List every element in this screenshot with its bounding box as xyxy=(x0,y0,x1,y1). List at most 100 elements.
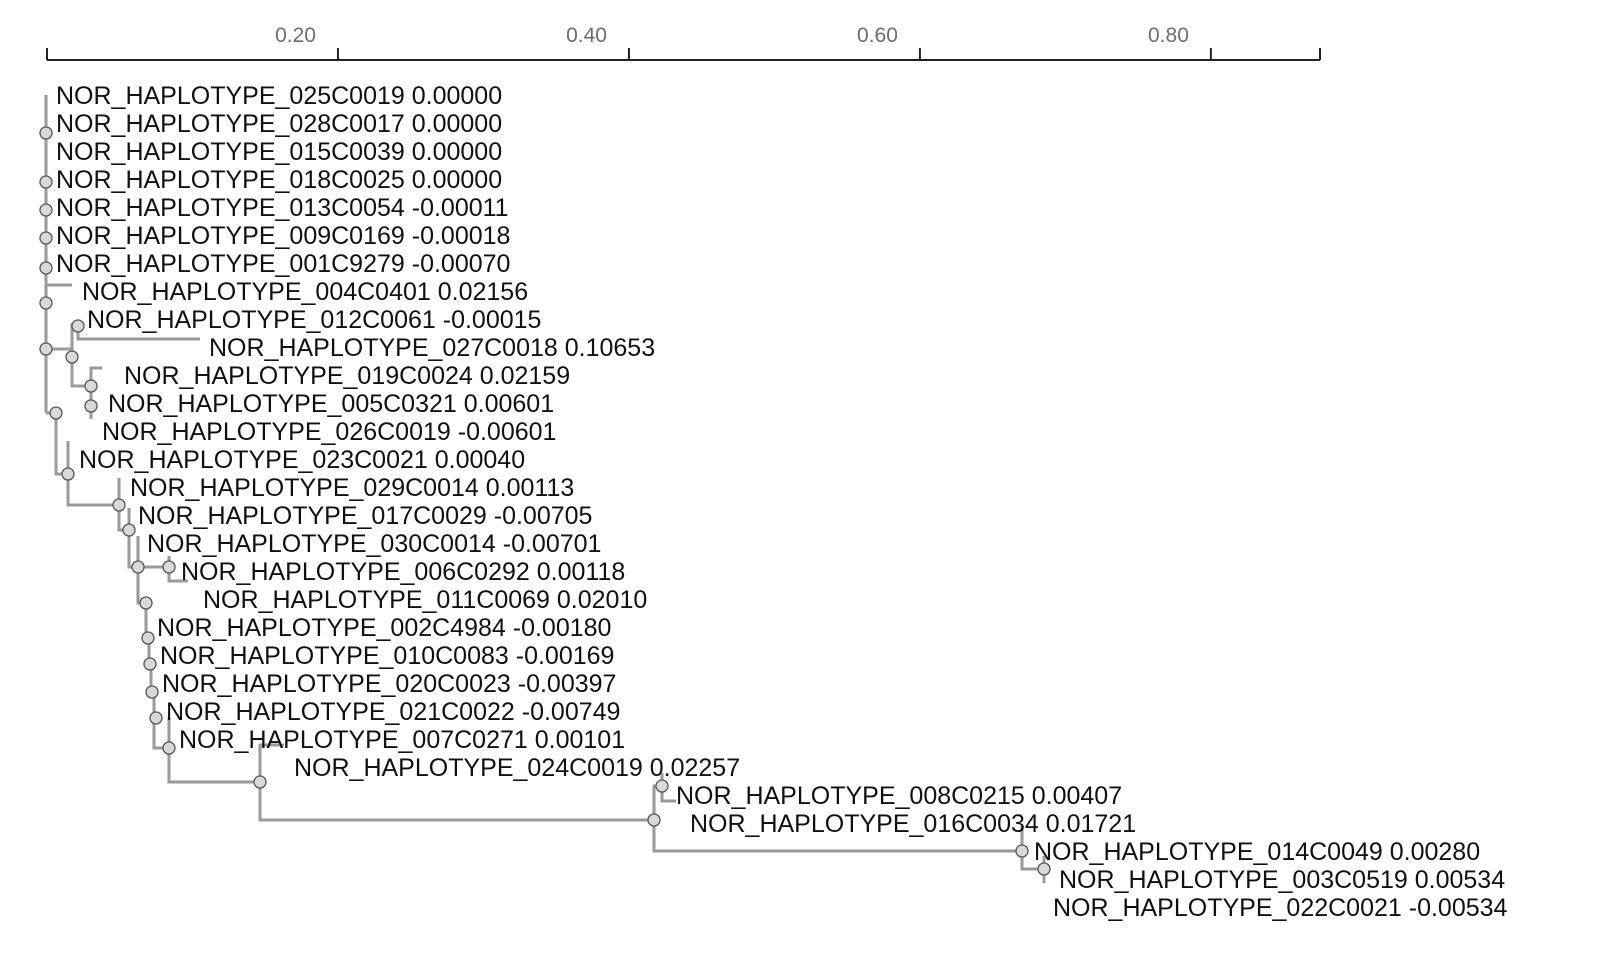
internal-node xyxy=(1015,844,1029,858)
leaf-label: NOR_HAPLOTYPE_003C0519 0.00534 xyxy=(1059,866,1505,894)
internal-nodes xyxy=(39,126,1051,876)
internal-node xyxy=(39,231,53,245)
leaf-name: NOR_HAPLOTYPE_030C0014 xyxy=(147,530,496,558)
leaf-name: NOR_HAPLOTYPE_002C4984 xyxy=(157,614,506,642)
internal-node xyxy=(39,342,53,356)
leaf-name: NOR_HAPLOTYPE_029C0014 xyxy=(130,474,479,502)
leaf-label: NOR_HAPLOTYPE_008C0215 0.00407 xyxy=(676,782,1122,810)
tree-branch xyxy=(66,474,119,507)
leaf-label: NOR_HAPLOTYPE_030C0014 -0.00701 xyxy=(147,530,601,558)
leaf-distance: -0.00011 xyxy=(412,194,509,222)
internal-node xyxy=(84,379,98,393)
leaf-name: NOR_HAPLOTYPE_006C0292 xyxy=(181,558,530,586)
leaf-name: NOR_HAPLOTYPE_012C0061 xyxy=(87,306,436,334)
leaf-distance: 0.01721 xyxy=(1046,810,1136,838)
leaf-label: NOR_HAPLOTYPE_015C0039 0.00000 xyxy=(56,138,502,166)
leaf-label: NOR_HAPLOTYPE_016C0034 0.01721 xyxy=(690,810,1136,838)
leaf-distance: -0.00705 xyxy=(494,502,593,530)
leaf-label: NOR_HAPLOTYPE_025C0019 0.00000 xyxy=(56,82,502,110)
internal-node xyxy=(253,775,267,789)
leaf-name: NOR_HAPLOTYPE_011C0069 xyxy=(203,586,550,614)
internal-node xyxy=(149,711,163,725)
leaf-distance: 0.00000 xyxy=(412,138,502,166)
leaf-name: NOR_HAPLOTYPE_019C0024 xyxy=(124,362,473,390)
axis-tick-label: 0.40 xyxy=(566,24,607,47)
leaf-name: NOR_HAPLOTYPE_025C0019 xyxy=(56,82,405,110)
axis-tick-label: 0.80 xyxy=(1148,24,1189,47)
leaf-name: NOR_HAPLOTYPE_020C0023 xyxy=(162,670,511,698)
internal-node xyxy=(162,560,176,574)
internal-node xyxy=(39,175,53,189)
leaf-name: NOR_HAPLOTYPE_022C0021 xyxy=(1053,894,1402,922)
leaf-distance: 0.00000 xyxy=(412,110,502,138)
internal-node xyxy=(1037,862,1051,876)
leaf-name: NOR_HAPLOTYPE_026C0019 xyxy=(102,418,451,446)
internal-node xyxy=(49,406,63,420)
leaf-distance: -0.00070 xyxy=(412,250,511,278)
leaf-label: NOR_HAPLOTYPE_023C0021 0.00040 xyxy=(79,446,525,474)
leaf-distance: 0.00280 xyxy=(1390,838,1480,866)
leaf-distance: -0.00397 xyxy=(518,670,617,698)
tree-branch xyxy=(46,323,74,351)
tree-branch xyxy=(46,411,68,476)
leaf-distance: -0.00701 xyxy=(503,530,602,558)
leaf-name: NOR_HAPLOTYPE_004C0401 xyxy=(82,278,431,306)
internal-node xyxy=(39,261,53,275)
leaf-label: NOR_HAPLOTYPE_029C0014 0.00113 xyxy=(130,474,574,502)
internal-node xyxy=(145,685,159,699)
leaf-label: NOR_HAPLOTYPE_028C0017 0.00000 xyxy=(56,110,502,138)
leaf-label: NOR_HAPLOTYPE_007C0271 0.00101 xyxy=(179,726,625,754)
leaf-distance: 0.02159 xyxy=(480,362,570,390)
leaf-distance: -0.00018 xyxy=(412,222,511,250)
leaf-name: NOR_HAPLOTYPE_015C0039 xyxy=(56,138,405,166)
internal-node xyxy=(112,498,126,512)
leaf-distance: 0.00118 xyxy=(537,558,626,586)
leaf-distance: -0.00534 xyxy=(1409,894,1508,922)
internal-node xyxy=(61,467,75,481)
leaf-label: NOR_HAPLOTYPE_019C0024 0.02159 xyxy=(124,362,570,390)
internal-node xyxy=(71,319,85,333)
leaf-label: NOR_HAPLOTYPE_022C0021 -0.00534 xyxy=(1053,894,1508,922)
leaf-name: NOR_HAPLOTYPE_008C0215 xyxy=(676,782,1025,810)
leaf-label: NOR_HAPLOTYPE_026C0019 -0.00601 xyxy=(102,418,556,446)
leaf-label: NOR_HAPLOTYPE_020C0023 -0.00397 xyxy=(162,670,616,698)
leaf-name: NOR_HAPLOTYPE_021C0022 xyxy=(166,698,515,726)
leaf-name: NOR_HAPLOTYPE_028C0017 xyxy=(56,110,405,138)
internal-node xyxy=(139,596,153,610)
leaf-distance: 0.00101 xyxy=(535,726,625,754)
tree-branch xyxy=(652,820,1022,853)
internal-node xyxy=(39,296,53,310)
leaf-label: NOR_HAPLOTYPE_001C9279 -0.00070 xyxy=(56,250,510,278)
leaf-name: NOR_HAPLOTYPE_016C0034 xyxy=(690,810,1039,838)
leaf-distance: -0.00749 xyxy=(522,698,621,726)
internal-node xyxy=(122,523,136,537)
leaf-label: NOR_HAPLOTYPE_002C4984 -0.00180 xyxy=(157,614,611,642)
leaf-label: NOR_HAPLOTYPE_012C0061 -0.00015 xyxy=(87,306,541,334)
internal-node xyxy=(84,399,98,413)
axis-tick-label: 0.20 xyxy=(275,24,316,47)
leaf-distance: -0.00180 xyxy=(513,614,612,642)
leaf-distance: 0.00601 xyxy=(464,390,554,418)
leaf-distance: 0.00113 xyxy=(486,474,575,502)
leaf-distance: 0.00000 xyxy=(412,82,502,110)
leaf-label: NOR_HAPLOTYPE_004C0401 0.02156 xyxy=(82,278,528,306)
leaf-label: NOR_HAPLOTYPE_021C0022 -0.00749 xyxy=(166,698,620,726)
internal-node xyxy=(65,350,79,364)
distance-axis: 0.20 0.40 0.60 0.80 xyxy=(46,24,1321,61)
leaf-distance: 0.00000 xyxy=(412,166,502,194)
leaf-name: NOR_HAPLOTYPE_010C0083 xyxy=(160,642,509,670)
leaf-name: NOR_HAPLOTYPE_007C0271 xyxy=(179,726,528,754)
leaf-distance: -0.00169 xyxy=(516,642,615,670)
tree-branch xyxy=(167,748,260,784)
internal-node xyxy=(131,560,145,574)
leaf-label: NOR_HAPLOTYPE_013C0054 -0.00011 xyxy=(56,194,509,222)
leaf-distance: 0.02010 xyxy=(557,586,647,614)
leaf-label: NOR_HAPLOTYPE_009C0169 -0.00018 xyxy=(56,222,510,250)
leaf-distance: -0.00015 xyxy=(443,306,542,334)
leaf-name: NOR_HAPLOTYPE_013C0054 xyxy=(56,194,405,222)
leaf-distance: 0.02257 xyxy=(650,754,740,782)
leaf-label: NOR_HAPLOTYPE_018C0025 0.00000 xyxy=(56,166,502,194)
leaf-label: NOR_HAPLOTYPE_006C0292 0.00118 xyxy=(181,558,625,586)
leaf-distance: -0.00601 xyxy=(458,418,557,446)
